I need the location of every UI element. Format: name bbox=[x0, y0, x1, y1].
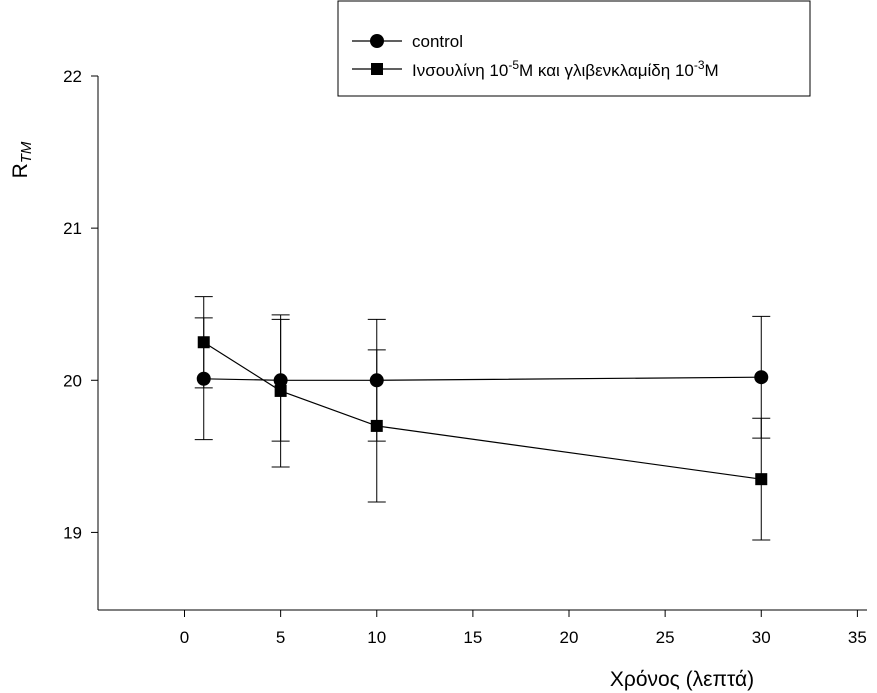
data-point bbox=[274, 384, 287, 397]
series-line bbox=[203, 376, 762, 381]
y-axis-title-main: R bbox=[9, 163, 32, 178]
legend-box bbox=[337, 0, 811, 97]
x-tick-label: 15 bbox=[463, 628, 482, 647]
y-tick-label: 19 bbox=[63, 523, 82, 542]
x-axis-title: Χρόνος (λεπτά) bbox=[610, 668, 754, 691]
legend-item-control: control bbox=[352, 32, 463, 51]
x-tick-label: 5 bbox=[276, 628, 285, 647]
data-point bbox=[755, 473, 768, 486]
series-line bbox=[203, 341, 762, 480]
data-point bbox=[754, 370, 769, 385]
legend-label-control: control bbox=[412, 32, 463, 51]
y-axis-title: RTM bbox=[9, 141, 35, 178]
data-point bbox=[197, 336, 210, 349]
y-axis-title-subscript: TM bbox=[18, 141, 35, 163]
legend-marker-square bbox=[371, 63, 383, 75]
legend-marker-circle bbox=[370, 34, 384, 48]
x-tick-label: 35 bbox=[848, 628, 867, 647]
x-tick-label: 20 bbox=[560, 628, 579, 647]
axes: 0 5 10 15 20 25 30 35 19 20 21 22 bbox=[63, 67, 867, 647]
x-tick-label: 25 bbox=[656, 628, 675, 647]
y-tick-label: 22 bbox=[63, 67, 82, 86]
x-tick-label: 0 bbox=[180, 628, 189, 647]
legend-item-insulin-glibenclamide: Ινσουλίνη 10-5M και γλιβενκλαμίδη 10-3M bbox=[352, 58, 719, 80]
series-layer bbox=[194, 296, 771, 541]
x-tick-label: 30 bbox=[752, 628, 771, 647]
y-tick-label: 21 bbox=[63, 219, 82, 238]
legend: control Ινσουλίνη 10-5M και γλιβενκλαμίδ… bbox=[337, 0, 811, 97]
x-tick-label: 10 bbox=[367, 628, 386, 647]
series-1 bbox=[194, 296, 771, 541]
legend-label-insulin-glibenclamide: Ινσουλίνη 10-5M και γλιβενκλαμίδη 10-3M bbox=[412, 58, 719, 80]
y-tick-label: 20 bbox=[63, 371, 82, 390]
data-point bbox=[370, 419, 383, 432]
